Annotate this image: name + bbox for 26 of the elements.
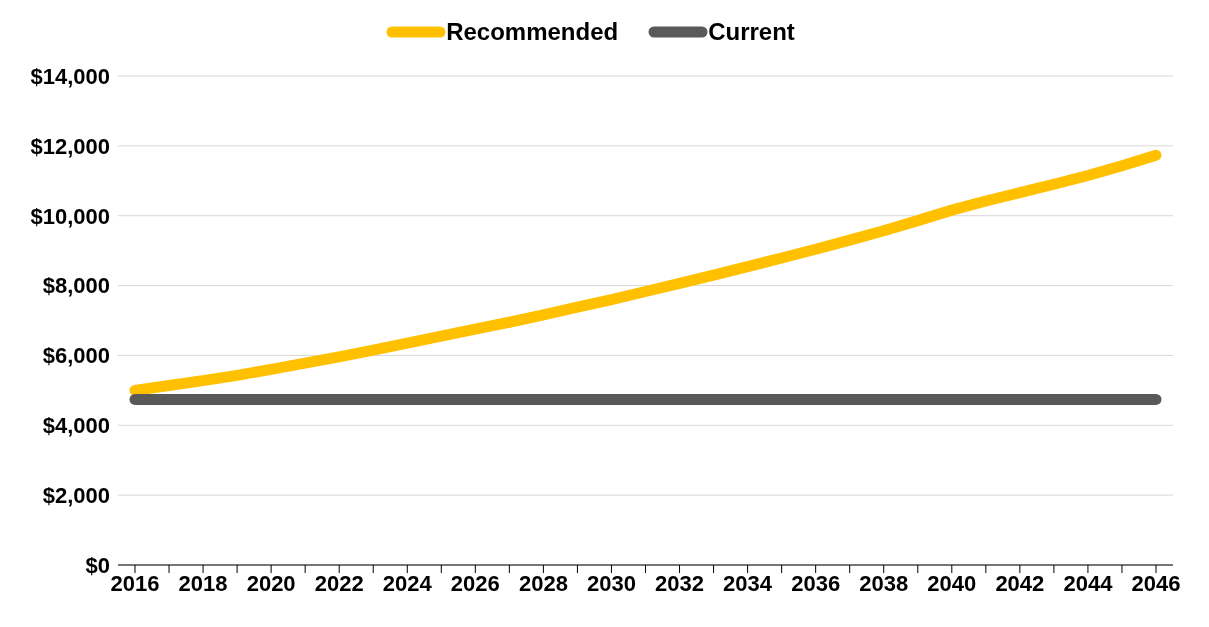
y-tick-label: $10,000	[30, 203, 110, 229]
y-tick-label: $0	[85, 552, 110, 578]
x-tick-label: 2026	[450, 570, 500, 596]
y-tick-label: $4,000	[42, 413, 110, 439]
x-tick-label: 2042	[995, 570, 1045, 596]
y-tick-label: $12,000	[30, 133, 110, 159]
x-tick-label: 2036	[791, 570, 841, 596]
y-tick-label: $8,000	[42, 273, 110, 299]
x-tick-label: 2022	[314, 570, 364, 596]
y-tick-label: $6,000	[42, 343, 110, 369]
x-tick-label: 2030	[586, 570, 636, 596]
x-tick-label: 2028	[518, 570, 568, 596]
x-tick-label: 2040	[927, 570, 977, 596]
x-tick-label: 2024	[382, 570, 433, 596]
x-tick-label: 2034	[723, 570, 773, 596]
x-tick-label: 2018	[178, 570, 228, 596]
x-tick-label: 2016	[110, 570, 160, 596]
x-tick-label: 2044	[1063, 570, 1114, 596]
y-tick-label: $2,000	[42, 482, 110, 508]
y-tick-label: $14,000	[30, 63, 110, 89]
legend-label: Recommended	[446, 18, 619, 46]
x-tick-label: 2046	[1131, 570, 1181, 596]
legend-label: Current	[708, 18, 795, 46]
x-tick-label: 2038	[859, 570, 909, 596]
x-tick-label: 2020	[246, 570, 296, 596]
x-tick-label: 2032	[655, 570, 705, 596]
